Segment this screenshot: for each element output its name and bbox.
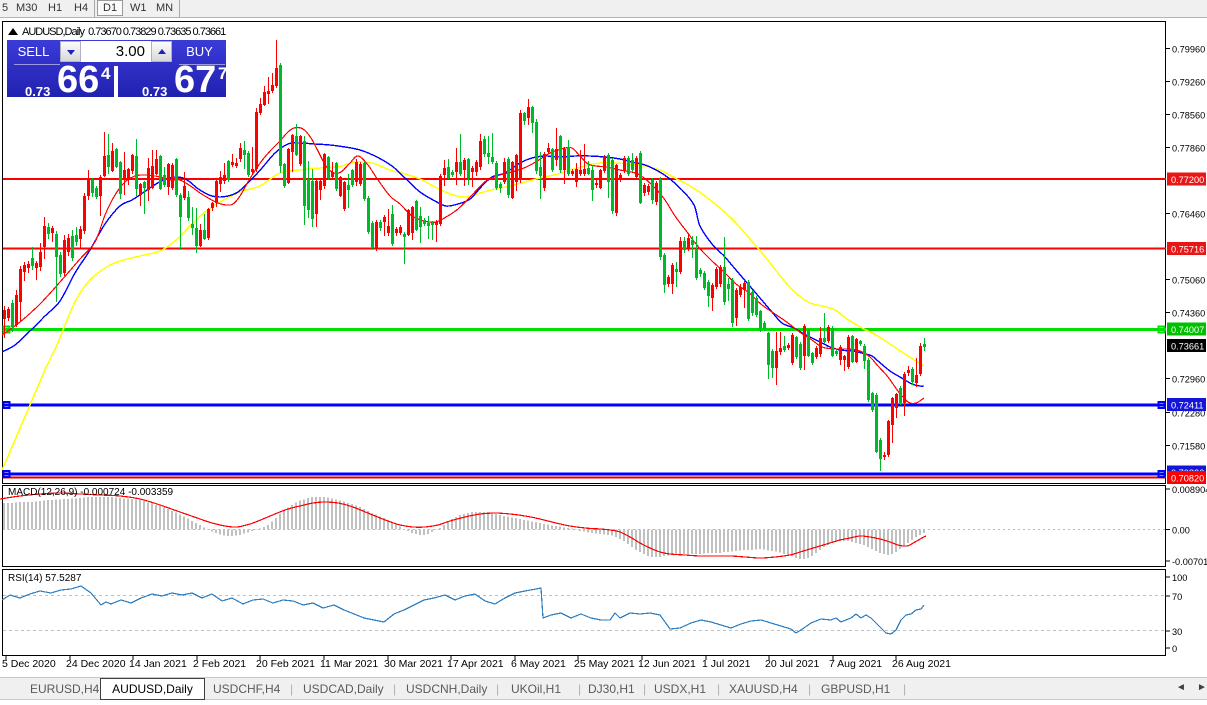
svg-text:0.008904: 0.008904 [1172,485,1207,495]
svg-text:MACD(12,26,9) -0.000724 -0.003: MACD(12,26,9) -0.000724 -0.003359 [8,487,174,498]
svg-text:0.77200: 0.77200 [1171,175,1204,185]
svg-text:0.74360: 0.74360 [1172,309,1205,319]
svg-text:26 Aug 2021: 26 Aug 2021 [892,658,951,670]
svg-text:7 Aug 2021: 7 Aug 2021 [829,658,882,670]
svg-text:0.79260: 0.79260 [1172,78,1205,88]
svg-text:20 Jul 2021: 20 Jul 2021 [765,658,819,670]
svg-text:11 Mar 2021: 11 Mar 2021 [320,658,378,670]
svg-text:30 Mar 2021: 30 Mar 2021 [384,658,443,670]
svg-text:0.75060: 0.75060 [1172,276,1205,286]
svg-text:RSI(14) 57.5287: RSI(14) 57.5287 [8,573,82,584]
svg-text:0.71580: 0.71580 [1172,442,1205,452]
svg-text:6 May 2021: 6 May 2021 [511,658,566,670]
svg-text:5 Dec 2020: 5 Dec 2020 [2,658,56,670]
svg-text:0.72280: 0.72280 [1172,409,1205,419]
svg-text:25 May 2021: 25 May 2021 [574,658,635,670]
svg-text:0.72411: 0.72411 [1171,401,1204,411]
svg-text:0.00: 0.00 [1172,526,1190,536]
svg-text:0.75716: 0.75716 [1171,245,1204,255]
svg-text:0: 0 [1172,644,1177,654]
svg-text:30: 30 [1172,627,1182,637]
svg-text:24 Dec 2020: 24 Dec 2020 [66,658,126,670]
svg-text:20 Feb 2021: 20 Feb 2021 [256,658,315,670]
svg-text:14 Jan 2021: 14 Jan 2021 [129,658,187,670]
svg-text:0.70820: 0.70820 [1171,474,1204,484]
svg-text:0.77860: 0.77860 [1172,144,1205,154]
svg-text:12 Jun 2021: 12 Jun 2021 [638,658,696,670]
svg-text:1 Jul 2021: 1 Jul 2021 [702,658,751,670]
svg-text:0.74007: 0.74007 [1171,325,1204,335]
svg-text:0.79960: 0.79960 [1172,45,1205,55]
svg-text:0.76460: 0.76460 [1172,210,1205,220]
svg-text:0.72960: 0.72960 [1172,375,1205,385]
svg-text:17 Apr 2021: 17 Apr 2021 [447,658,504,670]
svg-text:0.73661: 0.73661 [1171,342,1204,352]
svg-text:100: 100 [1172,573,1187,583]
svg-text:0.78560: 0.78560 [1172,111,1205,121]
svg-text:70: 70 [1172,592,1182,602]
svg-text:2 Feb 2021: 2 Feb 2021 [193,658,246,670]
